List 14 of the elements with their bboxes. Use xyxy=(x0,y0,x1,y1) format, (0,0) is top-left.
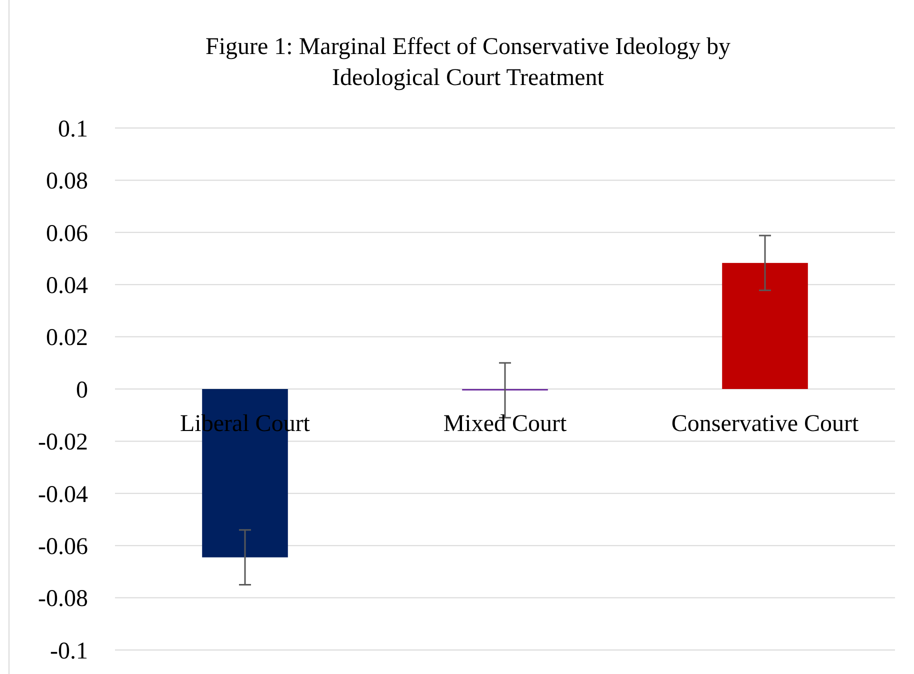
y-tick-label: 0.06 xyxy=(46,220,88,247)
chart-title: Figure 1: Marginal Effect of Conservative Ideology by Ideological Court Treatment xyxy=(206,34,730,91)
y-tick-label: 0.04 xyxy=(46,273,88,299)
x-tick-label: Mixed Court xyxy=(443,411,567,437)
y-tick-label: 0 xyxy=(76,377,88,404)
x-tick-label: Conservative Court xyxy=(671,411,859,437)
y-tick-label: -0.04 xyxy=(38,482,88,508)
y-tick-label: 0.1 xyxy=(58,116,88,142)
y-tick-label: 0.08 xyxy=(46,168,88,195)
y-tick-label: -0.1 xyxy=(50,638,88,664)
y-tick-label: -0.08 xyxy=(38,586,88,612)
y-tick-label: 0.02 xyxy=(46,325,88,352)
y-tick-label: -0.06 xyxy=(38,534,88,560)
y-tick-label: -0.02 xyxy=(38,430,88,456)
